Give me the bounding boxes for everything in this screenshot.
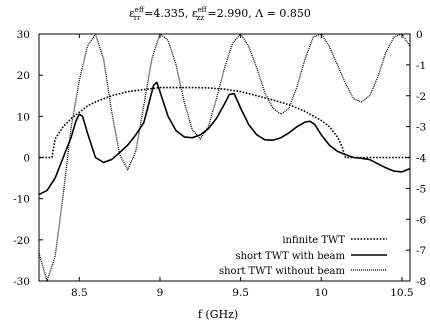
- y-tick-label: -20: [13, 235, 30, 247]
- y-tick-label: -30: [13, 276, 30, 288]
- y2-tick-label: -6: [416, 214, 427, 226]
- x-tick-label: 10.5: [390, 287, 413, 299]
- y-tick-label: -10: [13, 194, 30, 206]
- x-tick-label: 10: [315, 287, 328, 299]
- y2-tick-label: 0: [416, 29, 423, 41]
- x-axis-label: f (GHz): [198, 308, 238, 321]
- x-tick-label: 9.5: [232, 287, 249, 299]
- series-line-1: [39, 86, 410, 159]
- y2-tick-label: -4: [416, 153, 427, 165]
- series-group: [38, 33, 411, 282]
- x-tick-label: 8.5: [71, 287, 88, 299]
- y-tick-label: 30: [17, 29, 30, 41]
- legend: infinite TWT short TWT with beam short TWT…: [219, 235, 387, 277]
- ticks-group: 8.5 9 9.5 10 10.5-30-20-100102030-8-7-6-5-4-…: [13, 29, 426, 299]
- legend-label-1: infinite TWT: [282, 235, 345, 246]
- series-line-2: [38, 81, 411, 196]
- y2-tick-label: -5: [416, 183, 426, 195]
- legend-label-2: short TWT with beam: [235, 251, 345, 262]
- chart-title: εeff rr =4.335, εeff zz =2.990, Λ = 0.850: [129, 6, 311, 22]
- y-tick-label: 0: [23, 153, 30, 165]
- x-tick-label: 9: [157, 287, 164, 299]
- y2-tick-label: -7: [416, 245, 426, 257]
- y2-tick-label: -2: [416, 91, 426, 103]
- legend-label-3: short TWT without beam: [219, 266, 346, 277]
- y2-tick-label: -3: [416, 122, 426, 134]
- y2-tick-label: -1: [416, 60, 426, 72]
- y-tick-label: 20: [17, 70, 30, 82]
- y2-tick-label: -8: [416, 276, 426, 288]
- series-line-3: [38, 33, 411, 282]
- y-tick-label: 10: [17, 111, 30, 123]
